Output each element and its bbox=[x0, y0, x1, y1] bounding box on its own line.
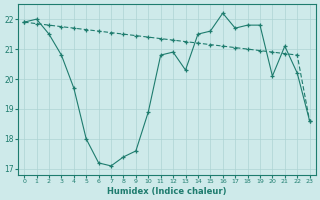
X-axis label: Humidex (Indice chaleur): Humidex (Indice chaleur) bbox=[107, 187, 227, 196]
